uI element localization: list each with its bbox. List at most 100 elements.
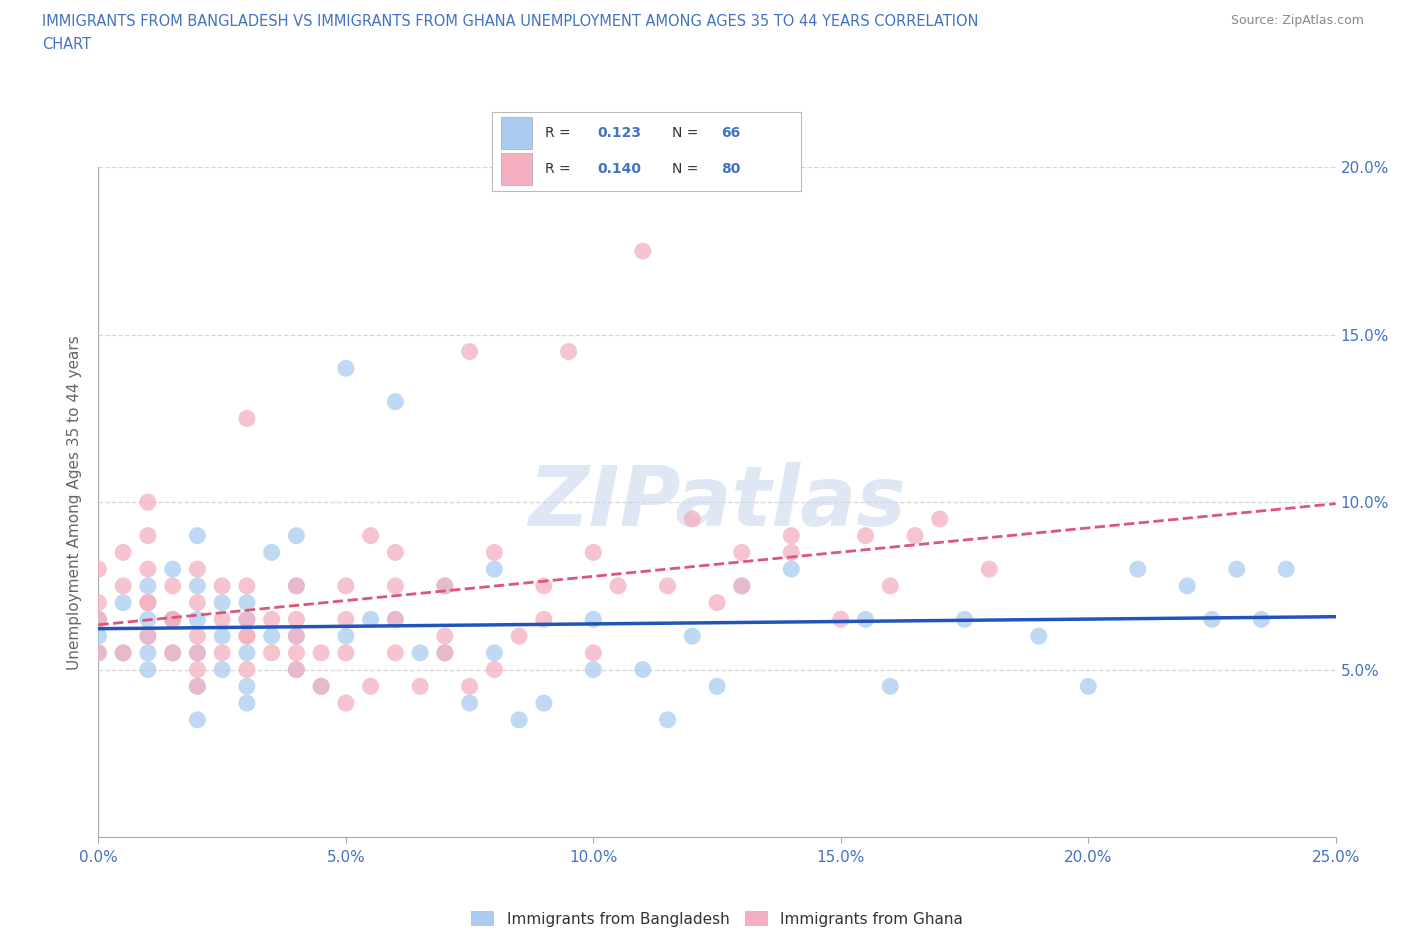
Point <box>458 679 481 694</box>
Point <box>360 612 382 627</box>
Point <box>236 578 259 593</box>
Point <box>953 612 976 627</box>
Point <box>1077 679 1099 694</box>
Point <box>236 612 259 627</box>
Point <box>285 612 308 627</box>
Point <box>211 612 233 627</box>
Point <box>87 629 110 644</box>
Point <box>360 679 382 694</box>
Point <box>186 595 208 610</box>
Point <box>260 612 283 627</box>
Text: IMMIGRANTS FROM BANGLADESH VS IMMIGRANTS FROM GHANA UNEMPLOYMENT AMONG AGES 35 T: IMMIGRANTS FROM BANGLADESH VS IMMIGRANTS… <box>42 14 979 29</box>
Point <box>657 578 679 593</box>
Point <box>236 595 259 610</box>
Text: N =: N = <box>672 163 702 177</box>
Point <box>112 645 135 660</box>
Point <box>384 394 406 409</box>
Point <box>236 679 259 694</box>
Point <box>409 679 432 694</box>
Point <box>285 578 308 593</box>
Point <box>409 645 432 660</box>
Point <box>1201 612 1223 627</box>
Point <box>162 612 184 627</box>
Point <box>211 578 233 593</box>
Point <box>236 696 259 711</box>
Point <box>87 595 110 610</box>
Point <box>433 629 456 644</box>
Point <box>360 528 382 543</box>
Point <box>484 562 506 577</box>
Legend: Immigrants from Bangladesh, Immigrants from Ghana: Immigrants from Bangladesh, Immigrants f… <box>465 905 969 930</box>
Point <box>433 645 456 660</box>
Text: ZIPatlas: ZIPatlas <box>529 461 905 543</box>
Point <box>533 578 555 593</box>
Point <box>186 629 208 644</box>
Point <box>162 645 184 660</box>
Text: Source: ZipAtlas.com: Source: ZipAtlas.com <box>1230 14 1364 27</box>
Point <box>335 629 357 644</box>
Point <box>285 578 308 593</box>
Point <box>1226 562 1249 577</box>
Point <box>309 679 332 694</box>
Point <box>830 612 852 627</box>
Point <box>211 645 233 660</box>
Point <box>236 662 259 677</box>
Point <box>87 645 110 660</box>
Point <box>112 645 135 660</box>
Y-axis label: Unemployment Among Ages 35 to 44 years: Unemployment Among Ages 35 to 44 years <box>67 335 83 670</box>
Point <box>557 344 579 359</box>
Point <box>1275 562 1298 577</box>
Point <box>260 629 283 644</box>
Point <box>631 244 654 259</box>
Point <box>87 612 110 627</box>
Text: R =: R = <box>544 163 575 177</box>
Text: 66: 66 <box>721 126 740 140</box>
Point <box>211 662 233 677</box>
Point <box>484 645 506 660</box>
Point <box>112 595 135 610</box>
Point <box>236 411 259 426</box>
Point <box>928 512 950 526</box>
Point <box>136 629 159 644</box>
Point <box>186 612 208 627</box>
Point <box>433 578 456 593</box>
Point <box>335 612 357 627</box>
Point <box>285 662 308 677</box>
Point <box>1126 562 1149 577</box>
Point <box>186 528 208 543</box>
Point <box>1028 629 1050 644</box>
Point <box>731 578 754 593</box>
Point <box>136 495 159 510</box>
Point <box>136 528 159 543</box>
Point <box>904 528 927 543</box>
Point <box>87 562 110 577</box>
Point <box>1175 578 1198 593</box>
Point <box>285 662 308 677</box>
Point <box>384 645 406 660</box>
Point <box>706 679 728 694</box>
Point <box>136 612 159 627</box>
Point <box>533 612 555 627</box>
Point <box>484 662 506 677</box>
Point <box>582 645 605 660</box>
Point <box>136 595 159 610</box>
Point <box>162 562 184 577</box>
Point <box>162 612 184 627</box>
Text: 0.123: 0.123 <box>598 126 641 140</box>
Point <box>706 595 728 610</box>
Point <box>112 578 135 593</box>
Point <box>162 578 184 593</box>
Point <box>136 645 159 660</box>
Point <box>335 696 357 711</box>
Text: R =: R = <box>544 126 575 140</box>
Point <box>211 629 233 644</box>
Point <box>136 578 159 593</box>
Text: N =: N = <box>672 126 702 140</box>
Point <box>260 545 283 560</box>
Point <box>384 578 406 593</box>
Text: CHART: CHART <box>42 37 91 52</box>
Point <box>285 629 308 644</box>
Point <box>236 629 259 644</box>
Point <box>533 696 555 711</box>
Point <box>582 545 605 560</box>
